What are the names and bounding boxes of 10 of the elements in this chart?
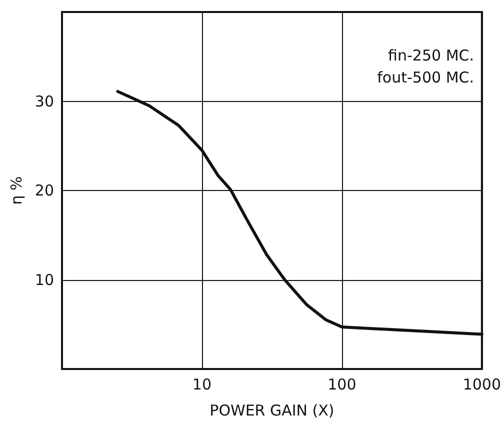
annotation: fout-500 MC. — [377, 68, 474, 86]
x-tick-label: 100 — [328, 376, 356, 394]
y-tick-label: 10 — [34, 270, 54, 289]
x-axis-title: POWER GAIN (X) — [210, 402, 334, 420]
y-tick-label: 20 — [34, 182, 54, 200]
x-tick-label: 1000 — [462, 376, 502, 394]
y-tick-label: 30 — [34, 92, 54, 110]
x-tick-label: 10 — [192, 376, 212, 394]
annotation: fin-250 MC. — [388, 46, 474, 64]
y-axis-title: η % — [8, 176, 26, 205]
